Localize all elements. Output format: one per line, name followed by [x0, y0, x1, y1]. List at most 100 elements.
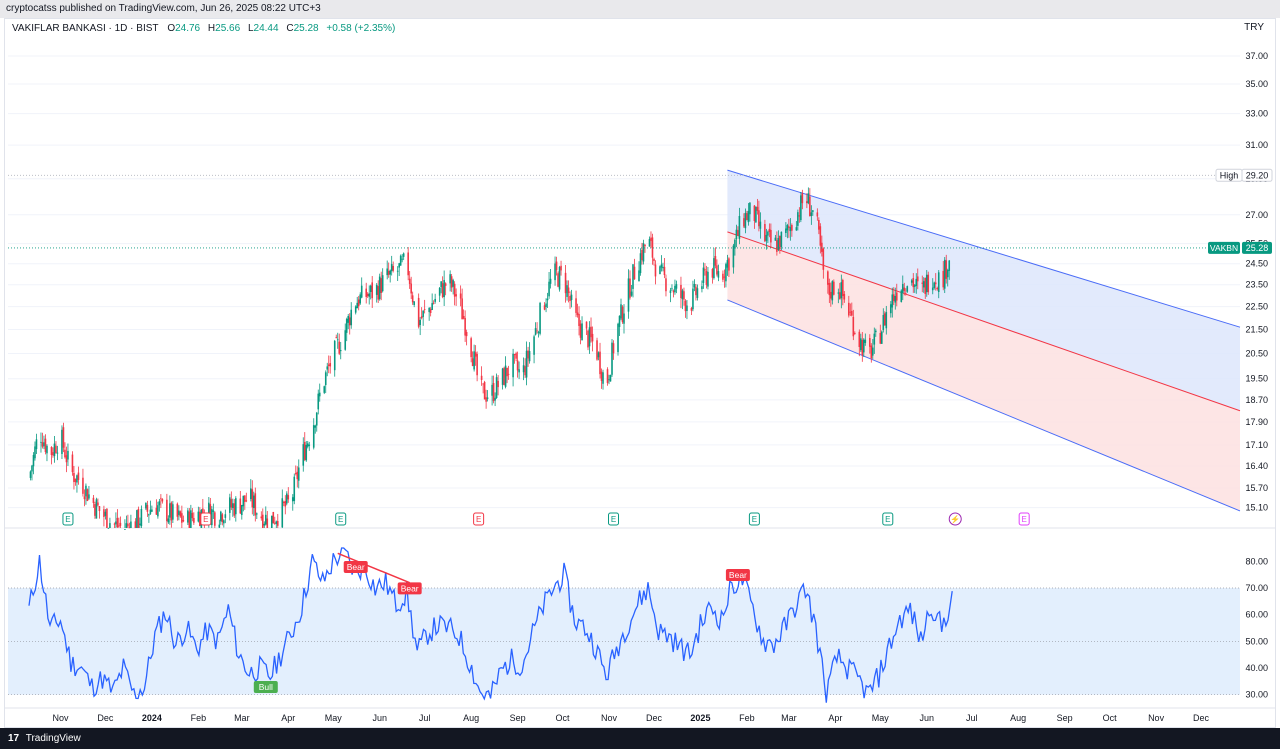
- candle: [211, 506, 213, 528]
- candle-body: [503, 367, 505, 385]
- candle: [806, 193, 808, 209]
- currency-label[interactable]: TRY: [1244, 22, 1264, 33]
- candle: [663, 258, 666, 279]
- candle-body: [413, 301, 415, 305]
- candle: [497, 375, 499, 396]
- rsi-tick-label: 80.00: [1245, 556, 1268, 566]
- candle-body: [791, 224, 793, 231]
- candle-body: [459, 293, 462, 299]
- candle: [651, 233, 654, 265]
- candle: [948, 259, 951, 280]
- candle: [441, 276, 444, 299]
- candle: [179, 510, 182, 518]
- rsi-tick-label: 50.00: [1245, 636, 1268, 646]
- candle-body: [713, 258, 715, 279]
- candle-body: [522, 365, 525, 373]
- candle-body: [43, 442, 45, 447]
- candle-body: [386, 268, 388, 276]
- candle-body: [737, 230, 739, 236]
- candle: [606, 367, 609, 386]
- open-key: O: [167, 23, 176, 34]
- candle: [654, 260, 657, 285]
- candle-body: [759, 221, 762, 229]
- candle: [71, 451, 74, 476]
- candle: [245, 492, 248, 503]
- candle: [465, 329, 468, 346]
- candle: [329, 355, 332, 374]
- candle-body: [486, 397, 489, 399]
- candle: [167, 515, 170, 524]
- candle-body: [892, 294, 895, 301]
- candle-body: [170, 502, 173, 521]
- candle-body: [785, 228, 787, 234]
- candle: [833, 279, 835, 296]
- footer-brand[interactable]: TradingView: [25, 733, 81, 744]
- candle-body: [627, 278, 630, 312]
- candle-body: [669, 290, 672, 293]
- candle-body: [910, 280, 913, 283]
- candle: [921, 275, 924, 293]
- candle-body: [839, 292, 841, 300]
- candle: [818, 217, 820, 235]
- split-marker-icon[interactable]: ⚡: [948, 512, 962, 526]
- earnings-marker-icon[interactable]: E: [748, 512, 760, 526]
- candle: [737, 226, 739, 236]
- candle-body: [137, 508, 140, 528]
- candle: [869, 334, 871, 354]
- candle: [864, 333, 867, 346]
- candle: [852, 309, 855, 341]
- earnings-marker-icon[interactable]: E: [608, 512, 620, 526]
- candle: [576, 303, 579, 318]
- candle-body: [686, 305, 688, 311]
- candle: [555, 256, 558, 276]
- candle-body: [97, 502, 99, 506]
- candle: [702, 262, 705, 289]
- candle: [674, 279, 676, 295]
- candle-body: [860, 338, 862, 351]
- candle-body: [396, 270, 399, 272]
- earnings-marker-icon[interactable]: E: [200, 512, 212, 526]
- candle-body: [232, 503, 234, 509]
- candle: [548, 272, 550, 299]
- candle-body: [564, 272, 567, 294]
- candle: [590, 317, 592, 343]
- earnings-marker-icon[interactable]: E: [882, 512, 894, 526]
- candle: [146, 500, 149, 517]
- marker-label: E: [611, 515, 616, 524]
- candle: [482, 383, 484, 394]
- candle-body: [728, 258, 730, 271]
- candle-body: [871, 347, 874, 356]
- signal-bg: [397, 582, 422, 595]
- candle-body: [103, 509, 105, 517]
- candle: [266, 511, 269, 528]
- candle-body: [507, 373, 510, 375]
- candle: [638, 261, 640, 282]
- candle-body: [380, 278, 382, 293]
- marker-label: E: [752, 515, 757, 524]
- candle-body: [365, 288, 368, 297]
- candle: [915, 273, 918, 294]
- earnings-marker-icon[interactable]: E: [335, 512, 347, 526]
- candle: [513, 353, 516, 364]
- high-tag-label: High: [1220, 170, 1239, 180]
- candle: [422, 310, 424, 326]
- time-tick-label: Jul: [966, 713, 978, 723]
- candle-body: [516, 360, 519, 371]
- earnings-marker-icon[interactable]: E: [473, 512, 485, 526]
- candle-body: [333, 340, 336, 371]
- tradingview-logo-icon[interactable]: 17: [8, 733, 20, 744]
- candle: [29, 470, 32, 481]
- candle-body: [190, 510, 192, 528]
- candle-body: [916, 276, 919, 282]
- candle: [52, 447, 54, 458]
- candle: [849, 303, 852, 317]
- candle: [324, 370, 327, 394]
- earnings-marker-icon[interactable]: E: [1018, 512, 1030, 526]
- candle-body: [202, 508, 204, 515]
- candle: [241, 504, 243, 520]
- earnings-marker-icon[interactable]: E: [62, 512, 74, 526]
- candle: [882, 308, 885, 333]
- price-tick-label: 35.00: [1245, 79, 1268, 89]
- candle-body: [178, 510, 180, 515]
